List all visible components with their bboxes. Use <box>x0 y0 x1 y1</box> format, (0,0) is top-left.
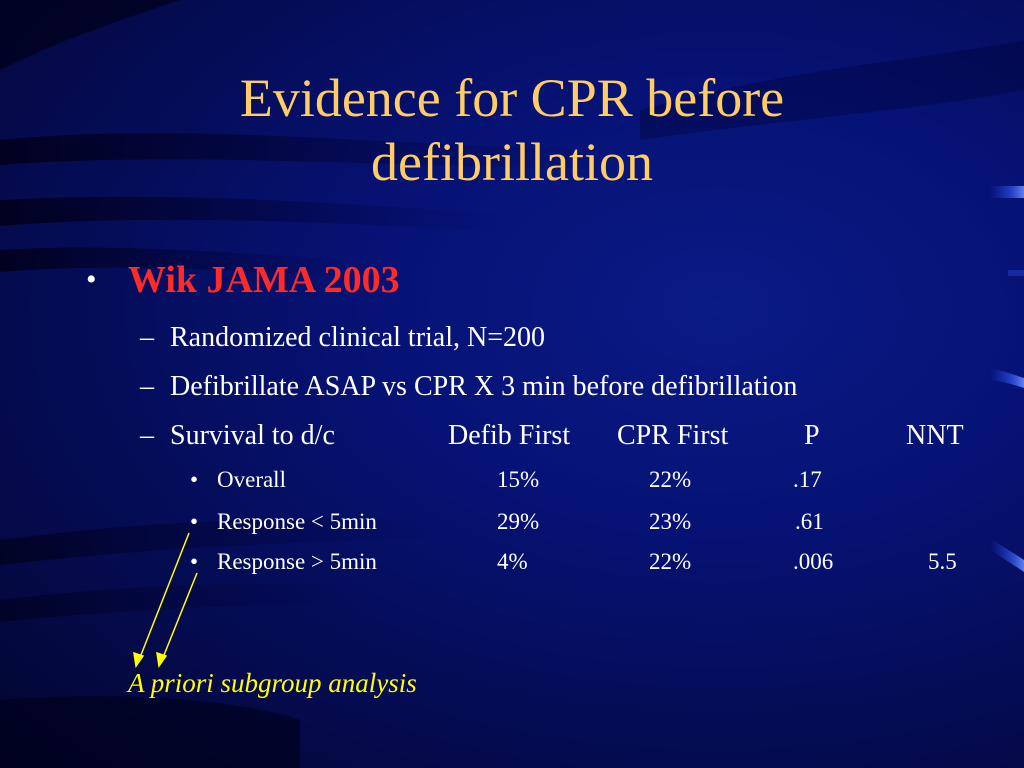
row-label: Response > 5min <box>217 549 377 574</box>
column-header-p: P <box>804 420 820 451</box>
bullet-marker: • <box>86 263 97 296</box>
cell-defib: 29% <box>497 509 540 534</box>
table-row-overall: • Overall <box>190 467 286 493</box>
subbullet-text: Defibrillate ASAP vs CPR X 3 min before … <box>170 371 798 402</box>
subbullet-text: Randomized clinical trial, N=200 <box>170 322 546 353</box>
study-bullet: • Wik JAMA 2003 <box>86 258 400 302</box>
subgroup-annotation: A priori subgroup analysis <box>128 668 417 698</box>
row-label: Response < 5min <box>217 509 377 534</box>
column-header-defib-first: Defib First <box>448 420 571 451</box>
cell-p: .17 <box>793 467 822 492</box>
table-row-response-under-5: • Response < 5min <box>190 509 377 535</box>
cell-defib: 4% <box>497 549 528 574</box>
dash-marker: – <box>140 322 154 353</box>
dash-marker: – <box>140 371 154 402</box>
dash-marker: – <box>140 420 154 451</box>
subbullet-comparison: – Defibrillate ASAP vs CPR X 3 min before… <box>140 371 797 403</box>
bullet-marker: • <box>190 467 199 492</box>
row-label: Overall <box>217 467 286 492</box>
survival-label: Survival to d/c <box>170 420 335 451</box>
table-row-response-over-5: • Response > 5min <box>190 549 377 575</box>
slide-title: Evidence for CPR before defibrillation <box>0 66 1024 194</box>
bullet-marker: • <box>190 509 199 534</box>
cell-p: .61 <box>795 509 824 534</box>
slide-title-line-2: defibrillation <box>371 132 653 192</box>
cell-cpr: 23% <box>649 509 692 534</box>
cell-p: .006 <box>793 549 834 574</box>
bullet-marker: • <box>190 549 199 574</box>
table-row-label: – Survival to d/c <box>140 420 335 452</box>
subbullet-trial: – Randomized clinical trial, N=200 <box>140 322 545 354</box>
cell-nnt: 5.5 <box>928 549 957 574</box>
cell-defib: 15% <box>497 467 540 492</box>
cell-cpr: 22% <box>649 467 692 492</box>
study-citation: Wik JAMA 2003 <box>128 259 400 301</box>
column-header-nnt: NNT <box>906 420 964 451</box>
column-header-cpr-first: CPR First <box>617 420 729 451</box>
cell-cpr: 22% <box>649 549 692 574</box>
slide-title-line-1: Evidence for CPR before <box>239 68 785 128</box>
